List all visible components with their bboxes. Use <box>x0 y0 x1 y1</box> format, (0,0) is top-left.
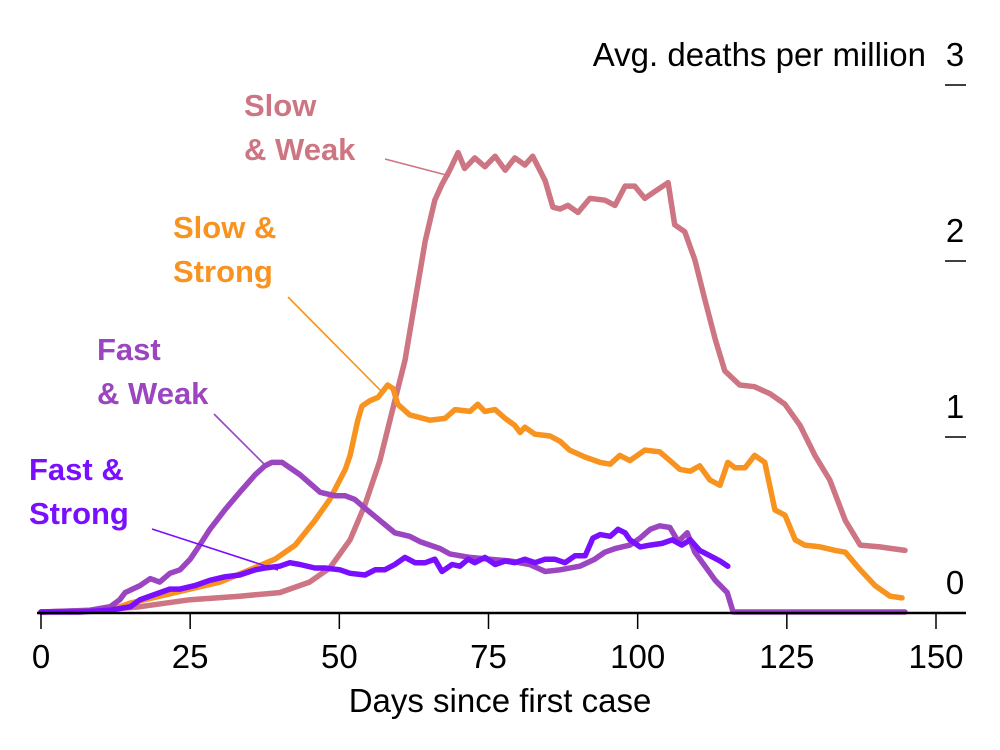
label-slow-weak: Slow & Weak <box>244 88 356 167</box>
x-tick-label: 50 <box>321 638 358 675</box>
series-line-fast-weak <box>38 459 908 615</box>
series-annotations: Slow & Weak Slow & Strong Fast & Weak Fa… <box>29 88 451 571</box>
x-axis-title: Days since first case <box>349 682 652 719</box>
label-slow-strong: Slow & Strong <box>173 210 285 289</box>
leader-slow-strong <box>287 296 384 394</box>
label-fast-strong-line1: Fast & <box>29 452 124 487</box>
y-tick-label: 1 <box>946 388 964 425</box>
label-slow-weak-line2: & Weak <box>244 132 356 167</box>
x-tick-label: 25 <box>172 638 209 675</box>
leader-fast-weak <box>213 413 267 467</box>
series-line-slow-weak <box>38 149 908 615</box>
label-fast-weak-line1: Fast <box>97 332 161 367</box>
x-tick-label: 125 <box>759 638 814 675</box>
x-tick-label: 75 <box>470 638 507 675</box>
series-lines <box>38 149 908 615</box>
label-slow-strong-line1: Slow & <box>173 210 276 245</box>
y-tick-label: 0 <box>946 564 964 601</box>
series-line-fast-strong <box>38 526 731 615</box>
label-slow-weak-line1: Slow <box>244 88 317 123</box>
x-tick-label: 150 <box>908 638 963 675</box>
y-axis-ticks: 0 1 2 3 <box>945 36 966 601</box>
label-fast-strong: Fast & Strong <box>29 452 132 531</box>
label-fast-weak-line2: & Weak <box>97 376 209 411</box>
label-slow-strong-line2: Strong <box>173 254 273 289</box>
y-tick-label: 2 <box>946 212 964 249</box>
leader-slow-weak <box>384 158 451 177</box>
x-tick-label: 0 <box>32 638 50 675</box>
y-tick-label: 3 <box>946 36 964 73</box>
label-fast-strong-line2: Strong <box>29 496 129 531</box>
label-fast-weak: Fast & Weak <box>97 332 209 411</box>
series-line-slow-strong <box>38 382 905 615</box>
y-axis-title: Avg. deaths per million <box>593 36 926 73</box>
x-axis-ticks: 0 25 50 75 100 125 150 <box>32 614 964 675</box>
x-tick-label: 100 <box>610 638 665 675</box>
leader-fast-strong <box>151 528 279 571</box>
